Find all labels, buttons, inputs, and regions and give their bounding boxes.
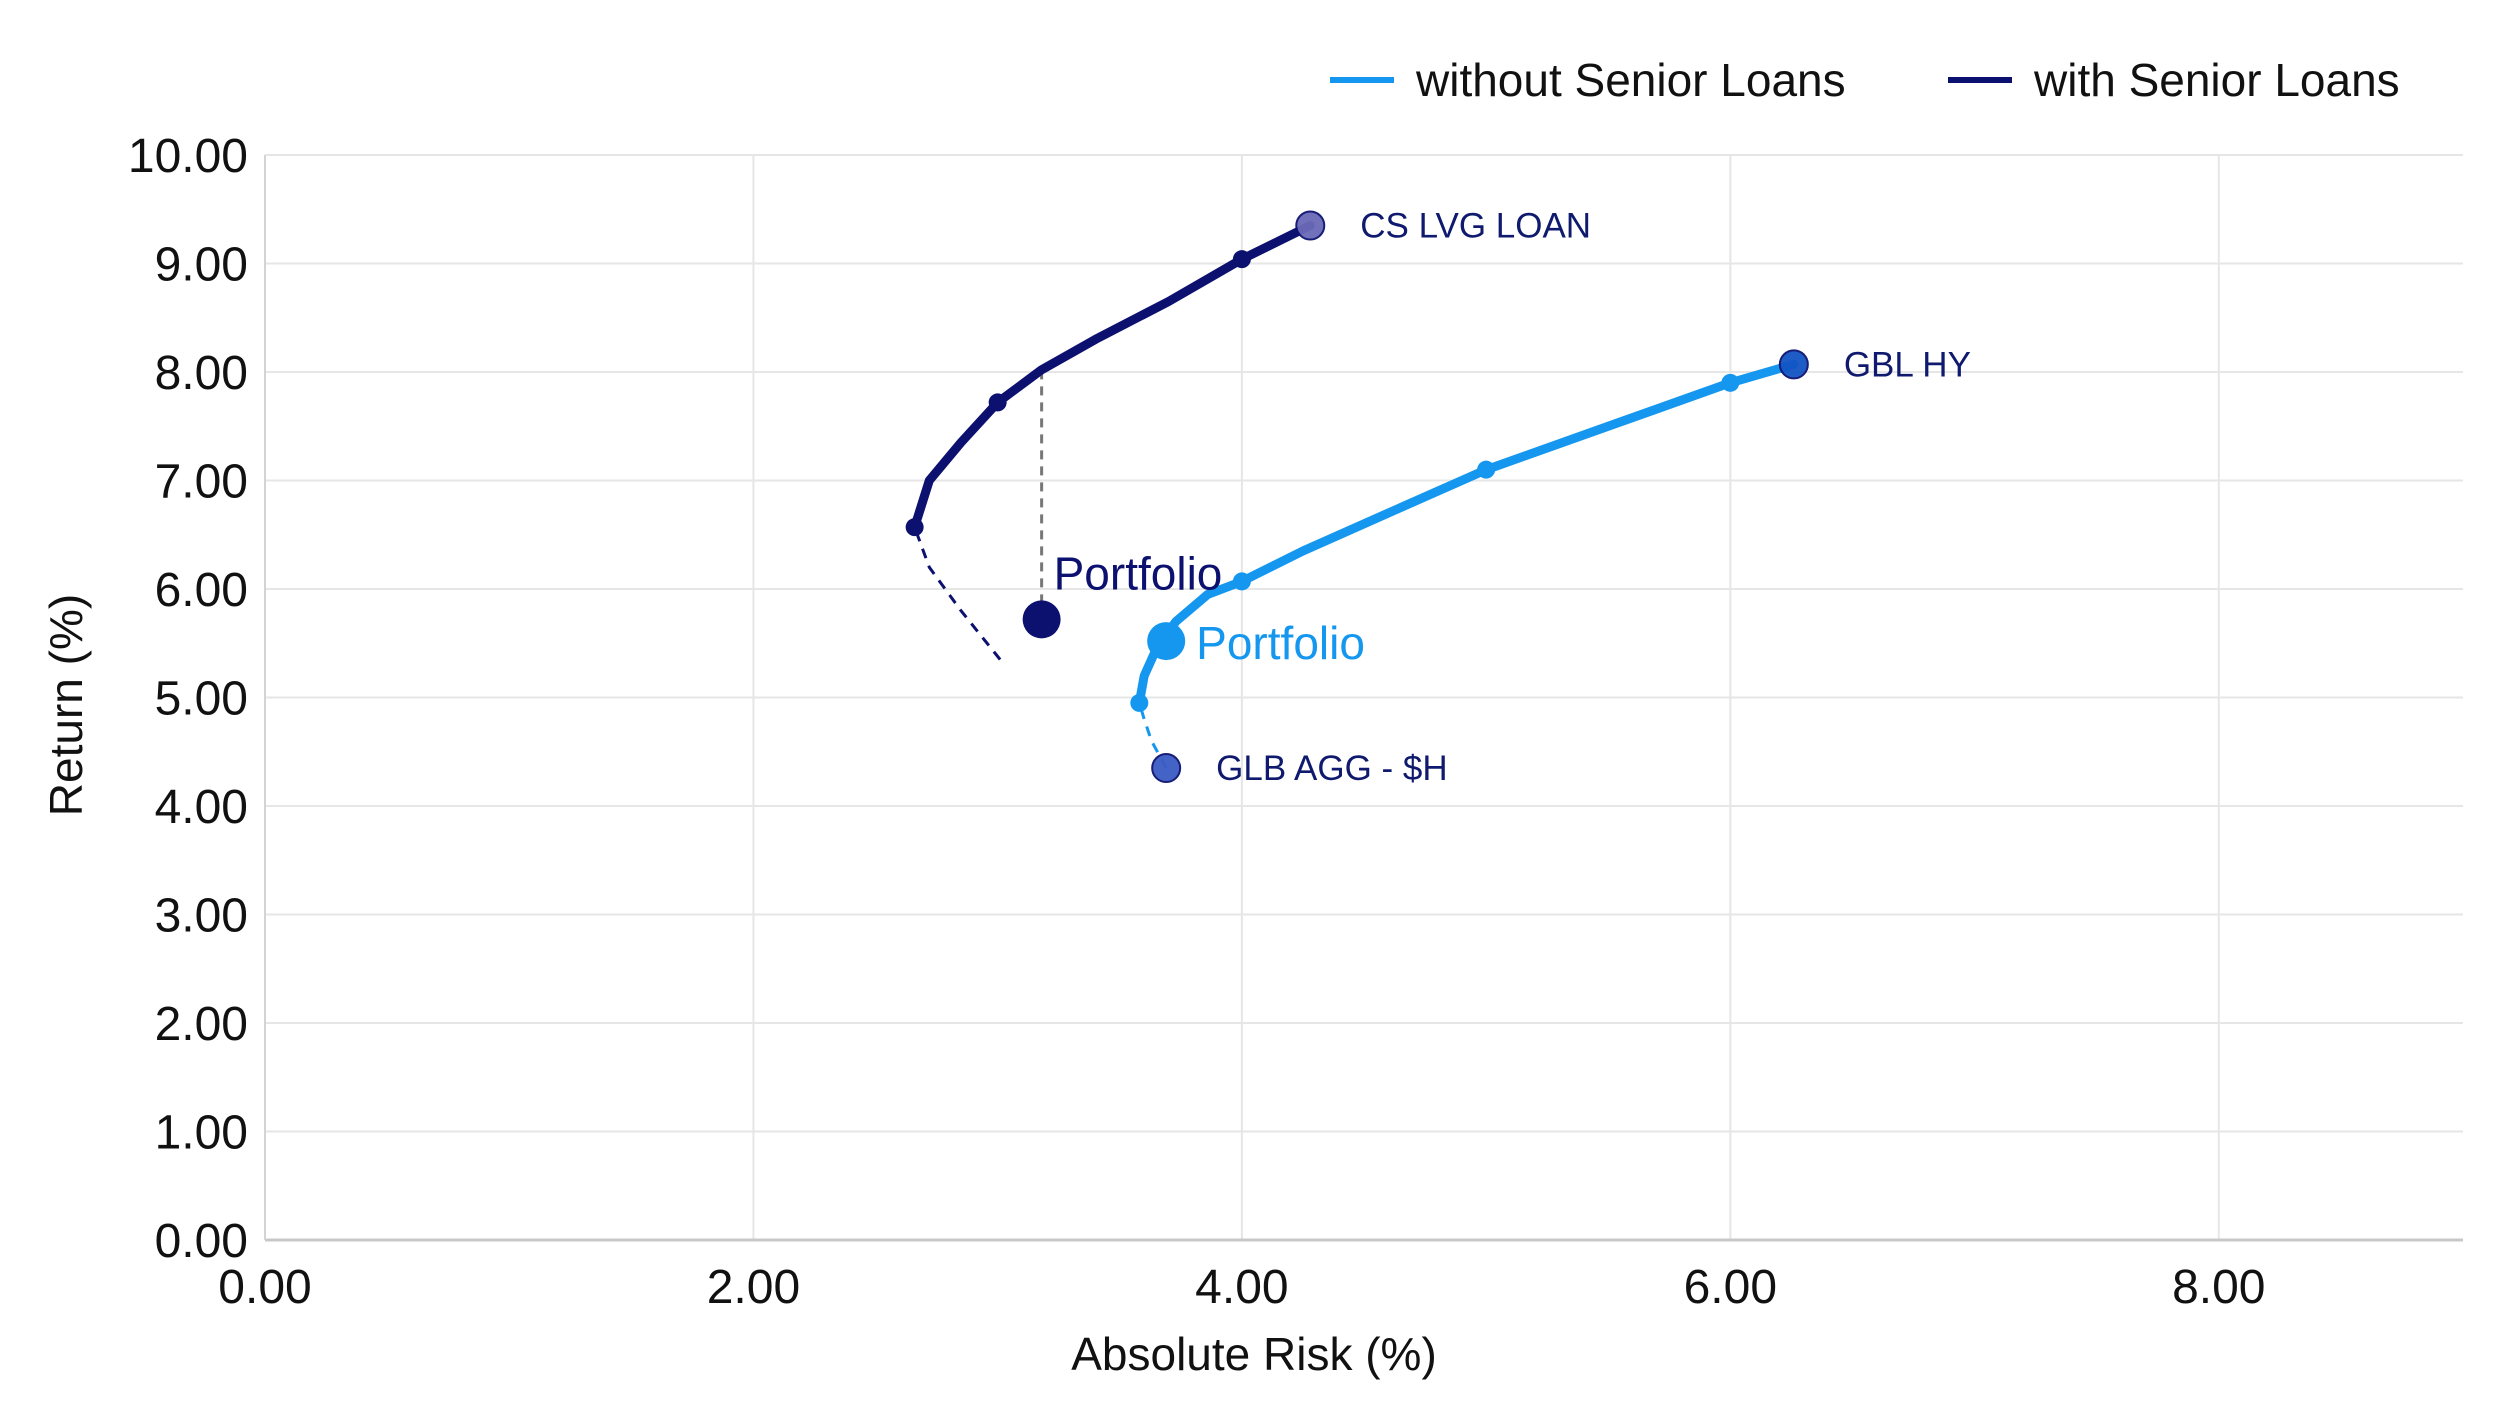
series-with-point [1232, 250, 1251, 269]
series-with-point [905, 518, 924, 537]
series-without-point [1477, 460, 1496, 479]
portfolio-label: Portfolio [1054, 547, 1223, 599]
y-tick-label: 7.00 [155, 456, 248, 509]
series-layer [910, 221, 1799, 769]
axes: 0.00 1.00 2.00 3.00 4.00 5.00 6.00 7.00 8.00 9.00… [40, 130, 2463, 1380]
y-tick-label: 8.00 [155, 347, 248, 400]
series-with-line [910, 221, 1315, 532]
portfolio-label: Portfolio [1196, 617, 1365, 669]
series-without-point [1232, 572, 1251, 591]
asset-point [1295, 210, 1326, 241]
x-tick-label: 2.00 [707, 1261, 800, 1314]
series-without-point [1721, 373, 1740, 392]
x-tick-label: 6.00 [1684, 1261, 1777, 1314]
y-tick-label: 3.00 [155, 890, 248, 943]
y-tick-label: 9.00 [155, 239, 248, 292]
x-tick-label: 0.00 [218, 1261, 311, 1314]
series-without-point [1130, 693, 1149, 712]
asset-label: CS LVG LOAN [1360, 207, 1591, 246]
asset-point [1778, 349, 1809, 380]
grid-lines [265, 154, 2463, 1240]
asset-label: GBL HY [1844, 345, 1971, 384]
y-tick-label: 1.00 [155, 1107, 248, 1160]
points-layer: CS LVG LOAN GBL HY GLB AGG - $H Portfolio Po… [905, 207, 1971, 788]
y-tick-label: 0.00 [155, 1215, 248, 1268]
y-tick-label: 2.00 [155, 998, 248, 1051]
legend-label-without: without Senior Loans [1415, 54, 1846, 106]
y-tick-label: 4.00 [155, 781, 248, 834]
y-axis-title: Return (%) [40, 594, 92, 816]
portfolio-point [1147, 622, 1186, 661]
y-tick-label: 10.00 [128, 130, 248, 183]
portfolio-point [1022, 600, 1061, 639]
asset-label: GLB AGG - $H [1216, 749, 1447, 788]
x-tick-label: 8.00 [2172, 1261, 2265, 1314]
x-tick-label: 4.00 [1195, 1261, 1288, 1314]
y-tick-label: 5.00 [155, 673, 248, 726]
asset-point [1151, 753, 1182, 784]
legend: without Senior Loans with Senior Loans [1330, 54, 2400, 106]
x-axis-title: Absolute Risk (%) [1071, 1328, 1437, 1380]
legend-label-with: with Senior Loans [2033, 54, 2400, 106]
series-with-point [988, 393, 1007, 412]
series-with-dashed-segment [913, 526, 1002, 661]
y-tick-label: 6.00 [155, 564, 248, 617]
